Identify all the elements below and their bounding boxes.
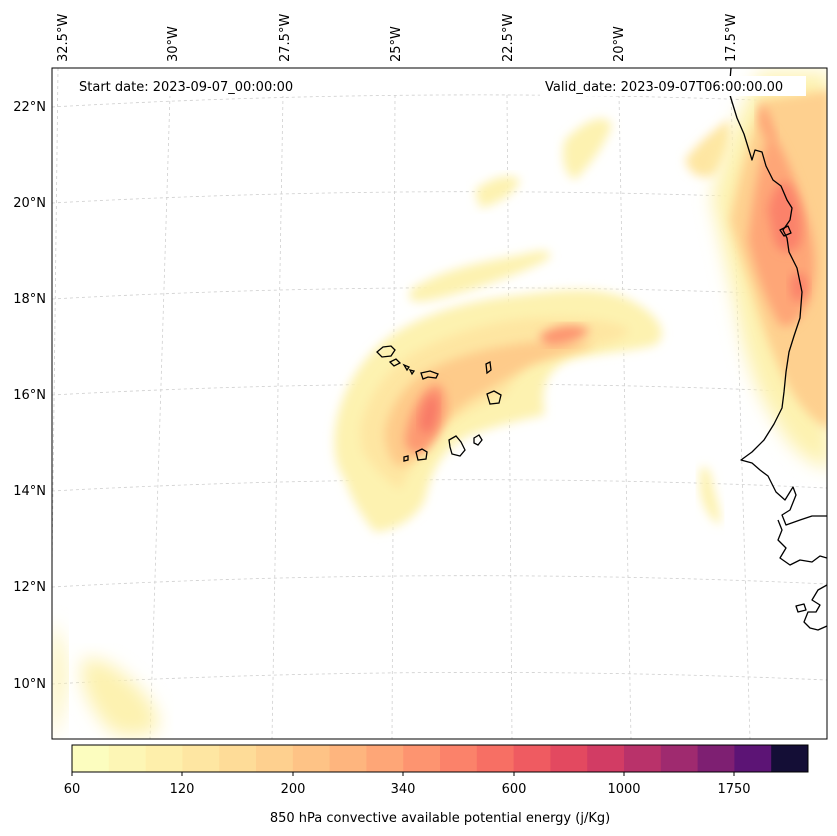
lat-label-10n: 10°N <box>13 677 46 692</box>
colorbar-swatch <box>697 745 735 772</box>
colorbar-swatches <box>72 745 809 772</box>
colorbar-swatch <box>734 745 772 772</box>
colorbar-swatch <box>587 745 625 772</box>
lat-label-14n: 14°N <box>13 484 46 499</box>
map-border <box>51 67 828 740</box>
colorbar-tick-600: 600 <box>502 782 527 797</box>
start-date-label: Start date: 2023-09-07_00:00:00 <box>79 80 293 95</box>
lon-label-22-5w: 22.5°W <box>501 14 516 62</box>
lon-label-27-5w: 27.5°W <box>278 14 293 62</box>
colorbar-tick-340: 340 <box>391 782 416 797</box>
colorbar-swatch <box>72 745 110 772</box>
colorbar-swatch <box>292 745 331 772</box>
lat-label-16n: 16°N <box>13 388 46 403</box>
lon-label-17-5w: 17.5°W <box>724 14 739 62</box>
colorbar-swatch <box>145 745 183 772</box>
colorbar-swatch <box>182 745 220 772</box>
lon-label-20w: 20°W <box>612 26 627 62</box>
colorbar-swatch <box>771 745 809 772</box>
graticule <box>52 68 827 739</box>
colorbar-swatch <box>476 745 515 772</box>
cape-field <box>52 72 827 739</box>
colorbar-tick-200: 200 <box>281 782 306 797</box>
colorbar-swatch <box>329 745 367 772</box>
colorbar-swatch <box>660 745 699 772</box>
cape-verde-islands <box>376 345 502 462</box>
colorbar-swatch <box>440 745 478 772</box>
lat-label-18n: 18°N <box>13 292 46 307</box>
lat-label-22n: 22°N <box>13 100 46 115</box>
colorbar-tick-120: 120 <box>170 782 195 797</box>
latitude-labels: 22°N 20°N 18°N 16°N 14°N 12°N 10°N <box>13 100 46 692</box>
lon-label-30w: 30°W <box>166 26 181 62</box>
lat-label-12n: 12°N <box>13 580 46 595</box>
colorbar-tick-60: 60 <box>64 782 81 797</box>
colorbar-border <box>71 744 809 773</box>
colorbar-swatch <box>366 745 404 772</box>
africa-coastline <box>728 68 827 631</box>
colorbar-swatch <box>550 745 588 772</box>
colorbar-swatch <box>256 745 294 772</box>
colorbar: 60 120 200 340 600 1000 1750 850 hPa con… <box>64 744 809 826</box>
lat-label-20n: 20°N <box>13 196 46 211</box>
lon-label-32-5w: 32.5°W <box>56 14 71 62</box>
valid-date-label: Valid_date: 2023-09-07T06:00:00.00 <box>545 80 783 95</box>
colorbar-swatch <box>513 745 551 772</box>
longitude-labels: 32.5°W 30°W 27.5°W 25°W 22.5°W 20°W 17.5… <box>56 14 739 62</box>
colorbar-tick-1750: 1750 <box>717 782 750 797</box>
colorbar-label: 850 hPa convective available potential e… <box>270 811 610 826</box>
colorbar-swatch <box>219 745 257 772</box>
colorbar-swatch <box>108 745 147 772</box>
colorbar-swatch <box>624 745 662 772</box>
colorbar-tick-1000: 1000 <box>607 782 640 797</box>
lon-label-25w: 25°W <box>389 26 404 62</box>
colorbar-ticks <box>71 772 735 776</box>
colorbar-swatch <box>403 745 441 772</box>
